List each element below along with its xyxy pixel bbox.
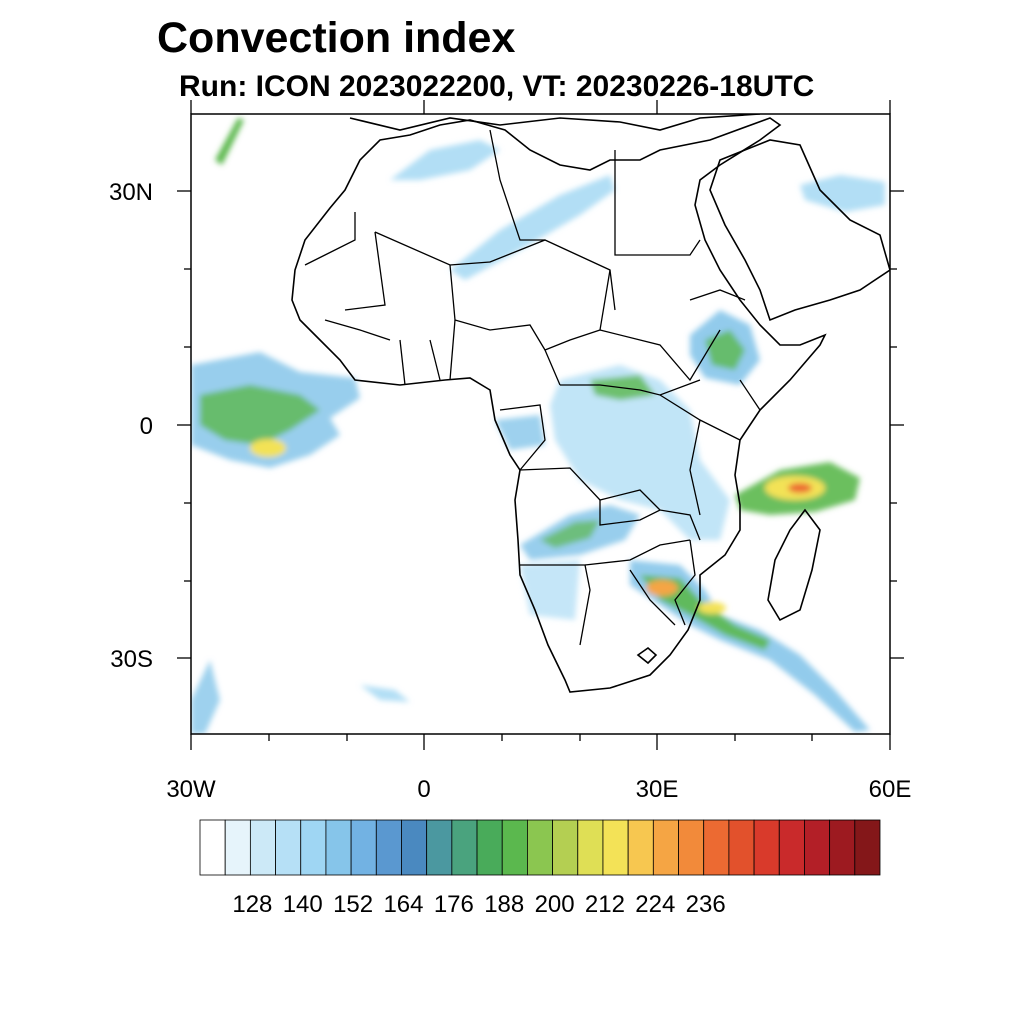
- convection-area-sahara1: [390, 140, 500, 180]
- convection-field: [191, 118, 885, 734]
- colorbar-swatch: [830, 820, 855, 875]
- convection-peak-mozambique: [698, 602, 726, 614]
- colorbar-swatch: [704, 820, 729, 875]
- colorbar-label: 128: [232, 891, 272, 918]
- lesotho-border: [638, 648, 656, 663]
- lat-label-0: 0: [140, 413, 153, 440]
- colorbar-swatch: [452, 820, 477, 875]
- convection-area-arabia: [800, 175, 885, 212]
- colorbar-label: 200: [535, 891, 575, 918]
- colorbar-label: 176: [434, 891, 474, 918]
- colorbar-swatch: [804, 820, 829, 875]
- convection-area-sw: [191, 660, 220, 734]
- colorbar-swatch: [427, 820, 452, 875]
- colorbar-swatch: [653, 820, 678, 875]
- colorbar-swatch: [779, 820, 804, 875]
- lat-label-30s: 30S: [110, 646, 153, 673]
- colorbar-swatch: [679, 820, 704, 875]
- colorbar-swatch: [401, 820, 426, 875]
- lat-label-30n: 30N: [109, 179, 153, 206]
- colorbar-swatch: [200, 820, 225, 875]
- europe-coastline: [350, 114, 760, 130]
- colorbar-label: 236: [686, 891, 726, 918]
- colorbar-swatch: [502, 820, 527, 875]
- madagascar-coastline: [768, 510, 820, 620]
- colorbar-label: 188: [484, 891, 524, 918]
- map-figure: 30N 0 30S 30W 0 30E 60E 128 140 152 164 176 1…: [0, 0, 1024, 1024]
- colorbar-swatch: [628, 820, 653, 875]
- colorbar-swatch: [578, 820, 603, 875]
- colorbar-swatch: [754, 820, 779, 875]
- arabia-coastline: [710, 140, 890, 320]
- colorbar-swatch: [326, 820, 351, 875]
- colorbar-swatch: [376, 820, 401, 875]
- lon-label-0: 0: [417, 776, 430, 803]
- colorbar-label: 212: [585, 891, 625, 918]
- colorbar-swatch: [477, 820, 502, 875]
- lon-label-60e: 60E: [869, 776, 912, 803]
- colorbar-swatch: [527, 820, 552, 875]
- colorbar-label: 140: [283, 891, 323, 918]
- colorbar-swatch: [603, 820, 628, 875]
- colorbar-swatch: [553, 820, 578, 875]
- colorbar-labels: 128 140 152 164 176 188 200 212 224 236: [232, 891, 725, 918]
- convection-area-nw: [215, 118, 244, 165]
- convection-area-southatlantic: [360, 685, 410, 702]
- colorbar-swatch: [855, 820, 880, 875]
- lon-label-30e: 30E: [636, 776, 679, 803]
- convection-peak-indian-core: [788, 483, 812, 493]
- convection-area-sahara2: [450, 175, 615, 280]
- colorbar-swatch: [729, 820, 754, 875]
- colorbar-label: 152: [333, 891, 373, 918]
- convection-area-gabon: [495, 415, 545, 450]
- convection-area-namibia: [520, 560, 580, 620]
- colorbar-label: 224: [635, 891, 675, 918]
- colorbar-label: 164: [383, 891, 423, 918]
- convection-peak-atlantic: [250, 439, 286, 457]
- colorbar-swatch: [301, 820, 326, 875]
- colorbar-swatch: [276, 820, 301, 875]
- colorbar-swatch: [351, 820, 376, 875]
- lon-label-30w: 30W: [166, 776, 216, 803]
- convection-peak-zimbabwe: [646, 580, 678, 596]
- colorbar-swatch: [225, 820, 250, 875]
- colorbar-swatch: [250, 820, 275, 875]
- colorbar: [200, 820, 880, 875]
